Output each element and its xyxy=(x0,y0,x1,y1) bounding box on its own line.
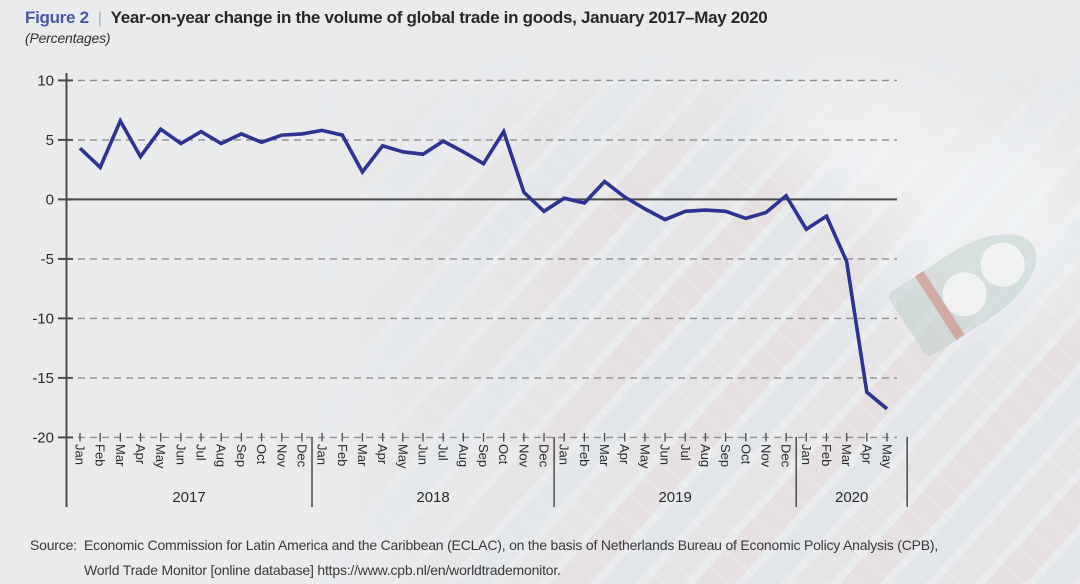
year-label: 2018 xyxy=(416,489,449,506)
source-line-1: Economic Commission for Latin America an… xyxy=(84,537,939,553)
month-label: Mar xyxy=(113,444,128,467)
month-label: Feb xyxy=(577,444,592,466)
month-label: Nov xyxy=(758,444,773,468)
month-label: Apr xyxy=(859,444,874,465)
month-label: Feb xyxy=(93,444,108,466)
photo-fade-top xyxy=(305,48,1080,198)
month-label: Jun xyxy=(415,444,430,465)
month-label: Feb xyxy=(335,444,350,466)
month-label: Sep xyxy=(234,444,249,467)
y-tick-labels: 10 5 0 -5 -10 -15 -20 xyxy=(32,72,73,446)
y-tick-label: -10 xyxy=(32,310,54,327)
y-tick-label: 0 xyxy=(46,191,54,208)
month-label: Sep xyxy=(718,444,733,467)
month-label: Jun xyxy=(173,444,188,465)
month-label: Apr xyxy=(375,444,390,465)
month-label: Oct xyxy=(496,444,511,465)
month-label: Jan xyxy=(315,444,330,465)
year-label: 2019 xyxy=(658,489,691,506)
month-label: May xyxy=(153,444,168,469)
month-label: Jun xyxy=(658,444,673,465)
month-label: Nov xyxy=(516,444,531,468)
month-label: Apr xyxy=(617,444,632,465)
month-label: Jul xyxy=(678,444,693,461)
month-label: Jul xyxy=(436,444,451,461)
figure-number: Figure 2 xyxy=(25,8,89,27)
figure-header: Figure 2 | Year-on-year change in the vo… xyxy=(25,8,768,28)
y-tick-label: -20 xyxy=(32,429,54,446)
source-text: Economic Commission for Latin America an… xyxy=(84,533,1060,583)
y-gridlines xyxy=(66,79,897,439)
month-label: Oct xyxy=(254,444,269,465)
month-label: May xyxy=(637,444,652,469)
month-label: Feb xyxy=(819,444,834,466)
month-label: Apr xyxy=(133,444,148,465)
y-tick-label: 5 xyxy=(46,132,54,149)
month-label: Jan xyxy=(799,444,814,465)
month-label: Aug xyxy=(456,444,471,467)
month-labels: Jan Feb Mar Apr May Jun Jul Aug Sep Oct Nov Dec Jan F… xyxy=(73,433,895,469)
figure-subtitle: (Percentages) xyxy=(25,30,111,46)
month-label: Dec xyxy=(537,444,552,468)
month-label: May xyxy=(880,444,895,469)
month-label: May xyxy=(395,444,410,469)
y-tick-label: 10 xyxy=(37,72,54,89)
y-tick-label: -15 xyxy=(32,370,54,387)
month-label: Aug xyxy=(214,444,229,467)
month-label: Nov xyxy=(274,444,289,468)
y-tick-label: -5 xyxy=(41,251,54,268)
month-label: Sep xyxy=(476,444,491,467)
month-label: Dec xyxy=(779,444,794,468)
month-label: Mar xyxy=(839,444,854,467)
month-label: Jan xyxy=(557,444,572,465)
figure-title: Year-on-year change in the volume of glo… xyxy=(110,8,768,27)
month-label: Dec xyxy=(294,444,309,468)
month-label: Mar xyxy=(597,444,612,467)
source-note: Source: Economic Commission for Latin Am… xyxy=(30,533,1060,583)
year-labels: 2017 2018 2019 2020 xyxy=(172,437,908,507)
trade-volume-line xyxy=(78,116,889,411)
year-label: 2020 xyxy=(835,489,868,506)
month-label: Aug xyxy=(698,444,713,467)
source-line-2: World Trade Monitor [online database] ht… xyxy=(84,562,561,578)
source-label: Source: xyxy=(30,537,77,553)
month-label: Mar xyxy=(355,444,370,467)
month-label: Jul xyxy=(194,444,209,461)
year-label: 2017 xyxy=(172,489,205,506)
month-label: Jan xyxy=(73,444,88,465)
month-label: Oct xyxy=(738,444,753,465)
figure-separator: | xyxy=(97,10,102,27)
